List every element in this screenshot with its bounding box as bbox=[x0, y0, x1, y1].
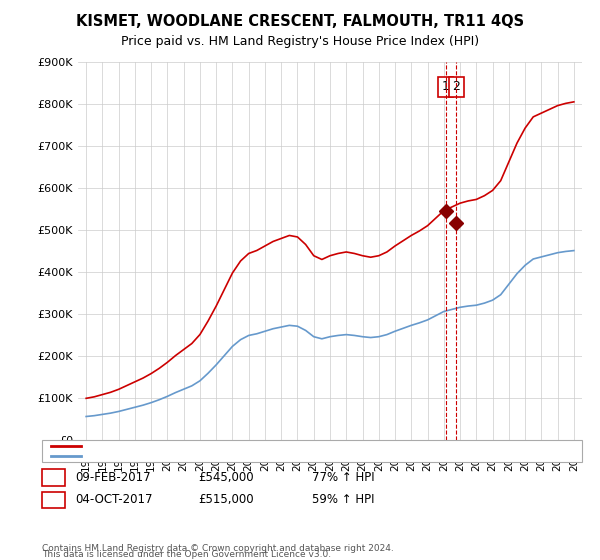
Text: £545,000: £545,000 bbox=[198, 470, 254, 484]
Text: KISMET, WOODLANE CRESCENT, FALMOUTH, TR11 4QS: KISMET, WOODLANE CRESCENT, FALMOUTH, TR1… bbox=[76, 14, 524, 29]
Text: Contains HM Land Registry data © Crown copyright and database right 2024.: Contains HM Land Registry data © Crown c… bbox=[42, 544, 394, 553]
Text: This data is licensed under the Open Government Licence v3.0.: This data is licensed under the Open Gov… bbox=[42, 550, 331, 559]
Text: 59% ↑ HPI: 59% ↑ HPI bbox=[312, 493, 374, 506]
Text: HPI: Average price, detached house, Cornwall: HPI: Average price, detached house, Corn… bbox=[87, 451, 325, 461]
Text: 1: 1 bbox=[50, 470, 57, 484]
Text: KISMET, WOODLANE CRESCENT, FALMOUTH, TR11 4QS (detached house): KISMET, WOODLANE CRESCENT, FALMOUTH, TR1… bbox=[87, 441, 469, 451]
Text: 2: 2 bbox=[50, 493, 57, 506]
Text: £515,000: £515,000 bbox=[198, 493, 254, 506]
Text: 2: 2 bbox=[452, 80, 460, 94]
Text: 09-FEB-2017: 09-FEB-2017 bbox=[75, 470, 151, 484]
Text: 04-OCT-2017: 04-OCT-2017 bbox=[75, 493, 152, 506]
Text: Price paid vs. HM Land Registry's House Price Index (HPI): Price paid vs. HM Land Registry's House … bbox=[121, 35, 479, 48]
Text: 1: 1 bbox=[442, 80, 449, 94]
Text: 77% ↑ HPI: 77% ↑ HPI bbox=[312, 470, 374, 484]
